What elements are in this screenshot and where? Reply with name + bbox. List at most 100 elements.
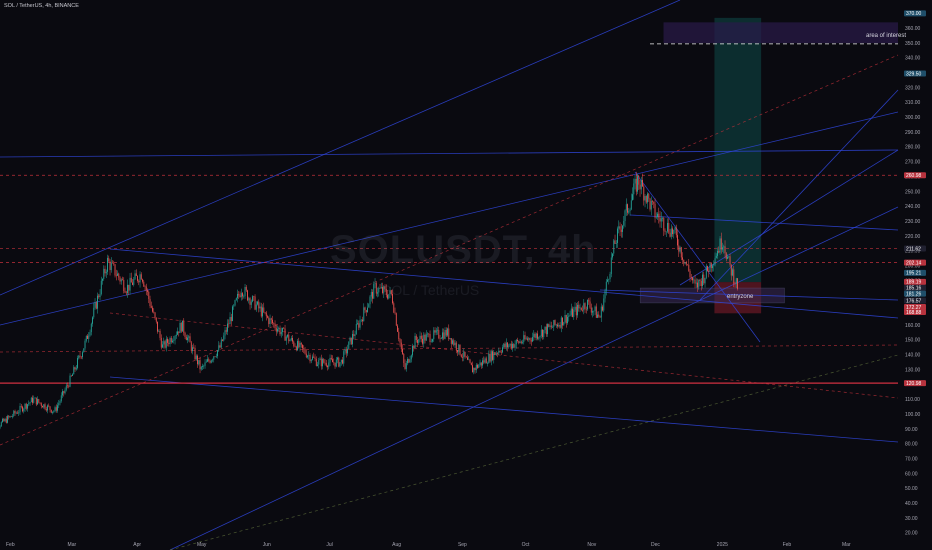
price-tag-9: 176.57 <box>906 298 922 304</box>
candle-body-394 <box>480 362 482 366</box>
candle-body-544 <box>668 222 670 233</box>
candle-body-387 <box>472 365 473 373</box>
candle-body-300 <box>363 307 365 322</box>
candle-body-29 <box>24 403 26 409</box>
time-tick-12: Feb <box>783 542 792 548</box>
candle-body-344 <box>418 339 420 343</box>
candle-body-519 <box>637 176 638 192</box>
candle-body-127 <box>147 290 148 292</box>
candle-body-307 <box>372 291 373 299</box>
candle-body-384 <box>468 359 470 361</box>
candle-body-154 <box>180 322 182 332</box>
candle-body-489 <box>599 316 601 318</box>
price-tag-9-bg <box>904 297 926 304</box>
candle-body-517 <box>634 178 636 184</box>
candle-body-478 <box>585 308 587 310</box>
candle-body-391 <box>477 364 478 368</box>
candle-body-269 <box>324 362 326 364</box>
candle-body-292 <box>353 334 355 337</box>
time-tick-10: Dec <box>651 542 660 548</box>
candle-body-255 <box>307 355 308 358</box>
candle-body-485 <box>594 306 596 311</box>
candle-body-521 <box>639 184 641 190</box>
candle-body-83 <box>92 317 93 324</box>
candle-body-440 <box>538 337 540 339</box>
candle-body-265 <box>319 358 321 360</box>
candle-body-183 <box>217 350 218 357</box>
candle-body-465 <box>569 314 571 316</box>
candle-body-84 <box>93 307 95 318</box>
price-tag-3-bg <box>904 245 926 252</box>
candle-body-442 <box>540 329 542 336</box>
candle-body-432 <box>528 338 530 340</box>
candle-body-463 <box>567 316 568 324</box>
price-tick-150: 150.00 <box>905 338 921 344</box>
price-tag-10: 172.27 <box>906 305 922 311</box>
candle-body-534 <box>655 217 657 218</box>
price-tag-11-bg <box>904 308 926 315</box>
candle-body-233 <box>279 327 281 335</box>
candle-body-274 <box>330 357 332 360</box>
candle-body-434 <box>530 340 532 342</box>
time-tick-2: Apr <box>133 542 141 548</box>
candle-body-575 <box>707 266 708 271</box>
candle-body-72 <box>78 355 80 359</box>
price-tag-10-bg <box>904 303 926 310</box>
price-tick-160: 160.00 <box>905 323 921 329</box>
candle-body-574 <box>705 266 707 278</box>
candle-body-23 <box>17 412 18 414</box>
candle-body-401 <box>489 353 491 362</box>
candle-body-179 <box>212 359 213 361</box>
price-tick-320: 320.00 <box>905 85 921 91</box>
candle-body-230 <box>275 328 277 332</box>
candle-body-141 <box>164 341 166 348</box>
candle-body-580 <box>713 264 715 266</box>
candle-body-533 <box>654 203 656 218</box>
candle-body-304 <box>368 304 370 308</box>
candle-body-586 <box>720 238 722 250</box>
candle-body-139 <box>162 344 163 348</box>
candle-body-527 <box>647 193 648 203</box>
time-tick-6: Aug <box>392 542 401 548</box>
candle-body-19 <box>12 415 13 417</box>
candle-body-76 <box>83 348 85 353</box>
candle-body-167 <box>197 355 198 365</box>
price-tick-130: 130.00 <box>905 367 921 373</box>
time-axis[interactable]: Feb Mar Apr May Jun Jul Aug Sep Oct Nov Dec 2025 Feb… <box>6 542 851 548</box>
candle-body-354 <box>430 341 432 343</box>
time-tick-3: May <box>197 542 207 548</box>
candle-body-351 <box>427 333 428 335</box>
area-of-interest-zone <box>663 22 898 44</box>
candle-body-314 <box>380 287 382 289</box>
candle-body-55 <box>57 405 58 411</box>
candle-body-467 <box>572 308 573 317</box>
candle-body-423 <box>517 339 518 342</box>
candle-body-502 <box>615 242 617 244</box>
time-tick-13: Mar <box>842 542 851 548</box>
candle-body-504 <box>618 226 620 229</box>
candle-body-398 <box>485 358 487 364</box>
candle-body-367 <box>447 328 448 336</box>
candle-body-556 <box>683 259 685 264</box>
candle-body-565 <box>694 279 696 284</box>
symbol-title[interactable]: SOL / TetherUS, 4h, BINANCE <box>4 3 79 9</box>
candle-body-550 <box>675 227 677 236</box>
candle-body-99 <box>112 262 113 264</box>
candle-body-516 <box>633 183 635 195</box>
drawing-lines-layer[interactable] <box>0 0 899 550</box>
candle-body-345 <box>419 335 421 340</box>
price-tick-220: 220.00 <box>905 234 921 240</box>
candle-body-327 <box>397 325 398 332</box>
candle-body-523 <box>642 179 643 187</box>
price-tick-300: 300.00 <box>905 115 921 121</box>
candle-body-537 <box>659 217 661 222</box>
candle-body-332 <box>403 353 405 364</box>
candle-body-254 <box>305 353 307 358</box>
candle-body-49 <box>49 406 51 410</box>
candle-body-75 <box>82 352 83 358</box>
candle-body-484 <box>593 310 595 312</box>
candle-body-185 <box>219 345 221 348</box>
candle-body-418 <box>510 343 512 349</box>
candle-body-323 <box>392 294 393 304</box>
